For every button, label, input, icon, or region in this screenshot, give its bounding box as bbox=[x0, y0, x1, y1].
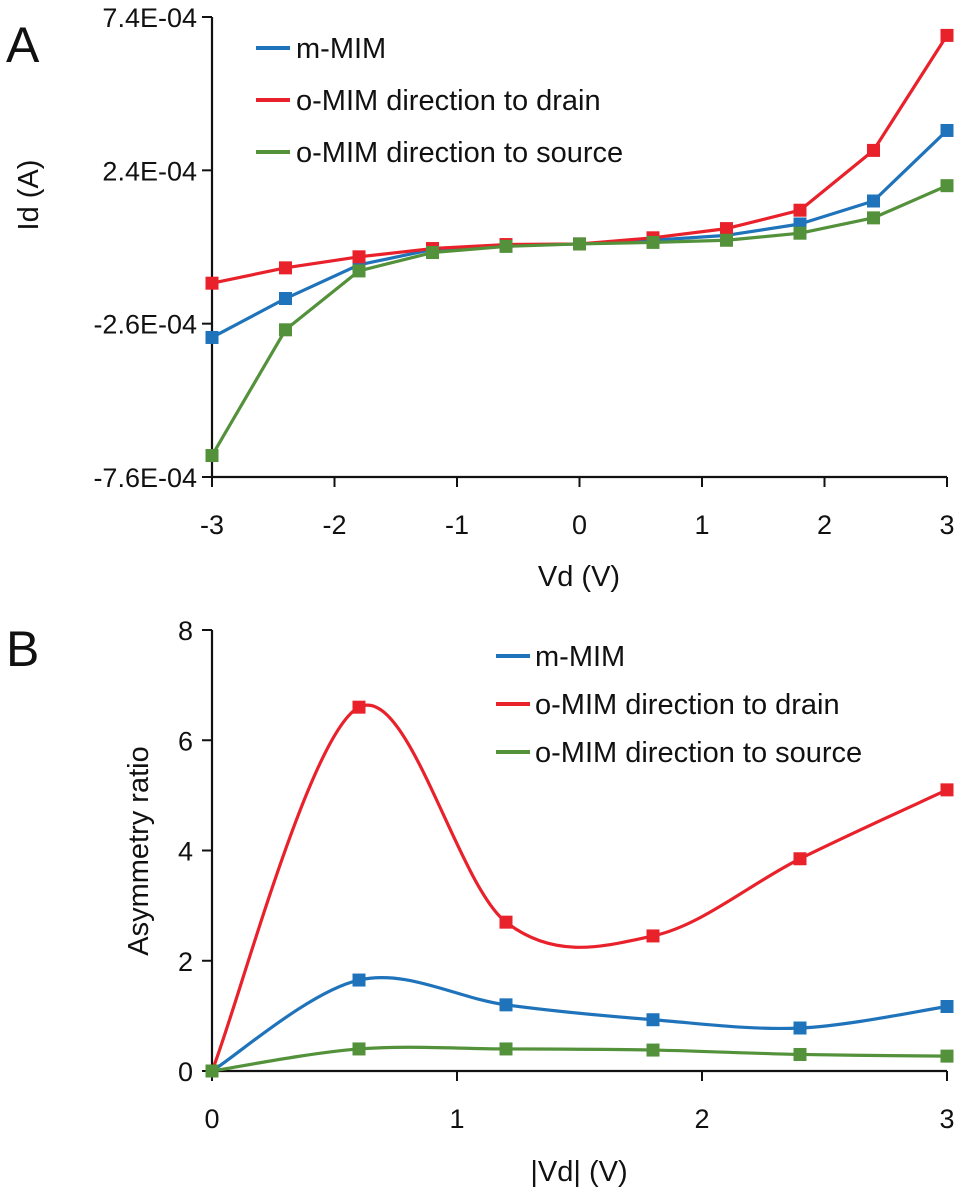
x-tick-label: 3 bbox=[939, 1104, 954, 1134]
data-point-marker bbox=[793, 203, 807, 217]
data-point-marker bbox=[205, 449, 219, 463]
legend-label: m-MIM bbox=[296, 33, 386, 65]
x-tick-label: -3 bbox=[200, 510, 224, 540]
legend-label: o-MIM direction to source bbox=[535, 737, 862, 769]
data-point-marker bbox=[646, 1043, 660, 1057]
x-tick-label: 2 bbox=[817, 510, 832, 540]
data-point-marker bbox=[499, 915, 513, 929]
data-point-marker bbox=[499, 1042, 513, 1056]
data-point-marker bbox=[793, 1047, 807, 1061]
data-point-marker bbox=[352, 700, 366, 714]
x-tick-label: 1 bbox=[694, 510, 709, 540]
data-point-marker bbox=[940, 179, 954, 193]
series-line bbox=[211, 975, 948, 1073]
data-point-marker bbox=[279, 292, 292, 306]
series-line bbox=[210, 184, 948, 457]
x-tick-label: 2 bbox=[694, 1104, 709, 1134]
data-point-marker bbox=[352, 264, 366, 278]
data-point-marker bbox=[279, 261, 292, 275]
data-point-marker bbox=[426, 246, 439, 260]
y-tick-label: -7.6E-04 bbox=[93, 463, 197, 493]
y-tick-label: 2.4E-04 bbox=[102, 156, 197, 186]
x-tick-label: 0 bbox=[204, 1104, 219, 1134]
data-point-marker bbox=[352, 1042, 366, 1056]
data-point-marker bbox=[867, 211, 880, 225]
legend-label: o-MIM direction to source bbox=[296, 137, 623, 169]
legend-label: o-MIM direction to drain bbox=[535, 689, 840, 721]
x-tick-label: -2 bbox=[322, 510, 346, 540]
panel-letter: A bbox=[6, 17, 40, 73]
data-point-marker bbox=[646, 929, 660, 943]
x-tick-label: 1 bbox=[449, 1104, 464, 1134]
data-point-marker bbox=[646, 235, 660, 249]
data-point-marker bbox=[205, 1064, 219, 1078]
data-point-marker bbox=[205, 276, 219, 290]
panel-letter: B bbox=[6, 621, 39, 677]
x-tick-label: -1 bbox=[445, 510, 469, 540]
data-point-marker bbox=[940, 1000, 954, 1014]
y-tick-label: 2 bbox=[178, 947, 193, 977]
data-point-marker bbox=[499, 998, 513, 1012]
y-tick-label: 0 bbox=[178, 1057, 193, 1087]
data-point-marker bbox=[940, 28, 954, 42]
data-point-marker bbox=[720, 222, 733, 236]
data-point-marker bbox=[720, 233, 733, 247]
data-point-marker bbox=[279, 323, 292, 337]
legend-label: m-MIM bbox=[535, 641, 625, 673]
y-tick-label: 7.4E-04 bbox=[102, 3, 197, 33]
data-point-marker bbox=[940, 1049, 954, 1063]
chart-panel-a: A -7.6E-04 -2.6E-04 2.4E-04 7.4E-04 -3 -2 -1 0 1 2… bbox=[6, 3, 955, 593]
y-tick-label: 4 bbox=[178, 837, 193, 867]
chart-panel-b: B 0 2 4 6 8 0 1 2 3 |Vd| (V) Asymmetry ratio m-MIM o-… bbox=[6, 616, 955, 1188]
y-tick-label: -2.6E-04 bbox=[93, 310, 197, 340]
x-tick-label: 0 bbox=[572, 510, 587, 540]
y-tick-label: 6 bbox=[178, 726, 193, 756]
data-point-marker bbox=[352, 973, 366, 987]
y-axis-title: Asymmetry ratio bbox=[123, 746, 155, 955]
data-point-marker bbox=[793, 852, 807, 866]
legend-label: o-MIM direction to drain bbox=[296, 85, 601, 117]
x-axis-title: |Vd| (V) bbox=[530, 1156, 627, 1188]
data-point-marker bbox=[646, 1013, 660, 1027]
series-line bbox=[211, 1045, 948, 1073]
data-point-marker bbox=[940, 123, 954, 137]
x-axis-title: Vd (V) bbox=[538, 561, 620, 593]
y-axis-title: Id (A) bbox=[13, 160, 45, 231]
data-point-marker bbox=[352, 250, 366, 264]
data-point-marker bbox=[793, 226, 807, 240]
data-point-marker bbox=[940, 783, 954, 797]
data-point-marker bbox=[205, 330, 219, 344]
data-point-marker bbox=[867, 143, 880, 157]
data-point-marker bbox=[499, 239, 513, 253]
data-point-marker bbox=[573, 237, 586, 251]
data-point-marker bbox=[793, 1021, 807, 1035]
data-point-marker bbox=[867, 194, 880, 208]
y-tick-label: 8 bbox=[178, 616, 193, 646]
x-tick-label: 3 bbox=[939, 510, 954, 540]
